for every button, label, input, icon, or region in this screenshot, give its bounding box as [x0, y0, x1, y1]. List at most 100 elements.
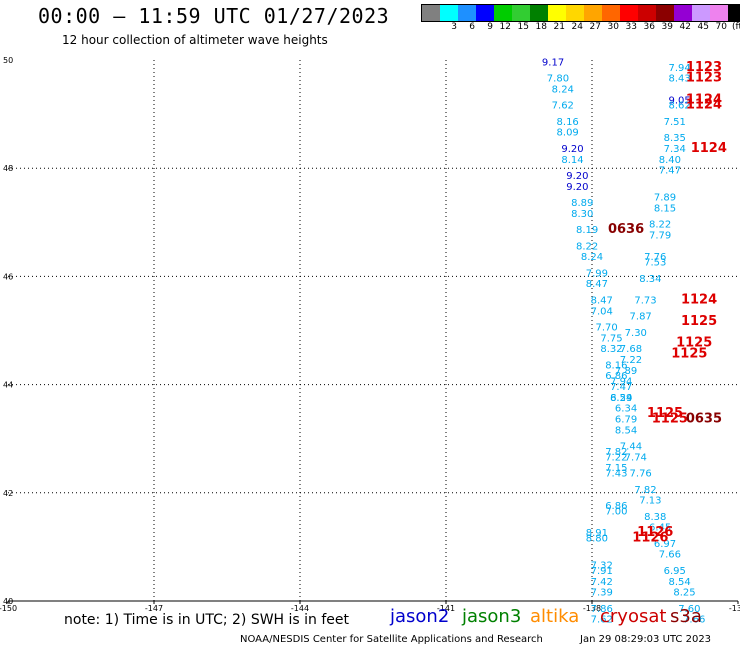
- scale-swatch: [728, 5, 740, 21]
- scale-label: 21: [553, 22, 565, 32]
- wave-height-label: 8.35: [664, 133, 686, 144]
- time-label: 1126: [632, 530, 668, 545]
- x-tick-label: -141: [437, 604, 455, 613]
- wave-height-label: 7.47: [659, 166, 681, 177]
- scale-label: 45: [697, 22, 709, 32]
- wave-height-label: 6.86: [605, 371, 627, 382]
- wave-height-label: 7.66: [683, 615, 705, 626]
- wave-height-label: 8.22: [649, 220, 671, 231]
- scale-swatch: [512, 5, 530, 21]
- scale-label: 70: [715, 22, 727, 32]
- scale-swatch: [422, 5, 440, 21]
- wave-height-label: 6.97: [654, 539, 676, 550]
- time-label: 1124: [681, 292, 717, 307]
- color-scale-swatches: [421, 4, 740, 22]
- generated-timestamp: Jan 29 08:29:03 UTC 2023: [580, 634, 712, 645]
- wave-height-label: 8.54: [615, 425, 637, 436]
- footer-note: note: 1) Time is in UTC; 2) SWH is in fe…: [64, 612, 350, 628]
- wave-height-label: 7.62: [552, 101, 574, 112]
- color-scale-labels: 3 6 9 12 15 18 21 24 27 30 33 36 39 42 45 70: [421, 22, 740, 32]
- wave-height-label: 7.66: [659, 550, 681, 561]
- chart-subtitle: 12 hour collection of altimeter wave hei…: [62, 33, 328, 47]
- x-tick-label: -147: [145, 604, 163, 613]
- time-label: 1124: [686, 92, 722, 107]
- wave-height-label: 7.15: [605, 463, 627, 474]
- y-tick-label: 44: [3, 381, 13, 390]
- wave-height-label: 7.60: [678, 604, 700, 615]
- scale-label: 27: [589, 22, 601, 32]
- scale-swatch: [638, 5, 656, 21]
- wave-height-label: 7.34: [664, 144, 686, 155]
- wave-height-label: 7.82: [634, 485, 656, 496]
- wave-height-label: 8.80: [586, 533, 608, 544]
- time-label: 1125: [647, 406, 683, 421]
- wave-height-label: 7.76: [630, 469, 652, 480]
- wave-height-label: 8.38: [644, 512, 666, 523]
- time-label: 1124: [691, 141, 727, 156]
- scale-swatch: [620, 5, 638, 21]
- time-label: 0635: [686, 411, 722, 426]
- wave-height-label: 8.16: [605, 360, 627, 371]
- time-label: 1125: [676, 336, 712, 351]
- wave-height-label: 8.19: [576, 225, 598, 236]
- wave-height-label: 7.43: [605, 469, 627, 480]
- wave-height-label: 7.22: [605, 452, 627, 463]
- wave-height-label: 7.94: [610, 377, 632, 388]
- wave-height-label: 8.40: [659, 155, 681, 166]
- scale-label: 33: [625, 22, 637, 32]
- wave-height-label: 7.91: [591, 566, 613, 577]
- wave-height-label: 8.25: [673, 588, 695, 599]
- wave-height-label: 6.34: [615, 404, 637, 415]
- scale-swatch: [566, 5, 584, 21]
- scale-label: 30: [607, 22, 619, 32]
- scale-label: 39: [661, 22, 673, 32]
- y-tick-label: 48: [3, 164, 13, 173]
- wave-height-label: 8.54: [668, 577, 690, 588]
- wave-height-label: 8.62: [668, 101, 690, 112]
- wave-height-label: 7.74: [625, 452, 647, 463]
- time-label: 1125: [652, 411, 688, 426]
- wave-height-label: 8.30: [571, 209, 593, 220]
- wave-height-label: 7.47: [610, 382, 632, 393]
- wave-height-label: 9.17: [542, 57, 564, 68]
- scale-swatch: [458, 5, 476, 21]
- scale-swatch: [674, 5, 692, 21]
- time-label: 1123: [686, 60, 722, 75]
- scale-swatch: [656, 5, 674, 21]
- scale-label: 24: [571, 22, 583, 32]
- data-points: 7.948.439.058.627.518.357.348.407.477.89…: [542, 57, 727, 625]
- wave-height-label: 7.75: [600, 333, 622, 344]
- wave-height-label: 7.51: [664, 117, 686, 128]
- wave-height-label: 7.82: [605, 447, 627, 458]
- wave-height-label: 7.42: [591, 577, 613, 588]
- wave-height-label: 7.30: [625, 328, 647, 339]
- y-tick-label: 46: [3, 272, 13, 281]
- color-scale-unit: (ft): [732, 22, 740, 32]
- scale-swatch: [602, 5, 620, 21]
- wave-height-label: 7.44: [620, 442, 642, 453]
- wave-height-label: 8.29: [610, 393, 632, 404]
- wave-height-label: 7.99: [586, 268, 608, 279]
- time-label: 1123: [686, 71, 722, 86]
- y-tick-label: 50: [3, 56, 13, 65]
- wave-height-label: 7.22: [620, 355, 642, 366]
- scale-swatch: [548, 5, 566, 21]
- mission-cryosat: cryosat: [600, 606, 667, 627]
- wave-height-label: 7.94: [668, 63, 690, 74]
- scale-label: 12: [499, 22, 511, 32]
- wave-height-label: 8.09: [557, 128, 579, 139]
- scale-swatch: [440, 5, 458, 21]
- wave-height-label: 7.80: [547, 74, 569, 85]
- wave-height-label: 6.79: [615, 414, 637, 425]
- wave-height-label: 8.47: [591, 295, 613, 306]
- wave-height-label: 7.32: [591, 561, 613, 572]
- wave-height-label: 8.91: [586, 528, 608, 539]
- mission-altika: altika: [530, 606, 580, 627]
- wave-height-label: 6.86: [605, 501, 627, 512]
- wave-height-label: 7.89: [615, 366, 637, 377]
- time-label: 1125: [671, 347, 707, 362]
- scale-label: 6: [469, 22, 475, 32]
- wave-height-label: 9.20: [566, 171, 588, 182]
